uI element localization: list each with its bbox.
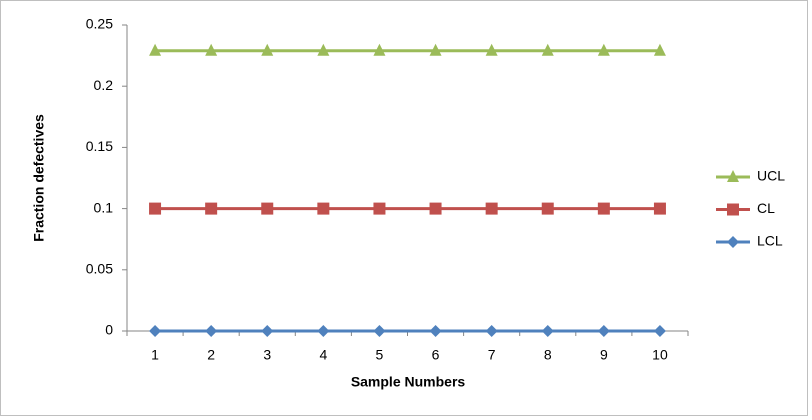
marker — [485, 43, 498, 56]
marker — [653, 43, 666, 56]
marker — [373, 43, 386, 56]
y-tick-label: 0.05 — [86, 261, 113, 277]
y-axis-title: Fraction defectives — [31, 114, 47, 242]
legend-label: CL — [757, 200, 775, 216]
x-tick-label: 8 — [544, 347, 552, 363]
marker — [727, 203, 739, 216]
marker — [727, 170, 739, 182]
x-axis-title: Sample Numbers — [351, 374, 466, 390]
y-tick-label: 0.25 — [86, 16, 113, 32]
marker — [373, 202, 386, 215]
marker — [149, 43, 162, 56]
marker — [653, 202, 666, 215]
marker — [149, 325, 162, 337]
marker — [429, 202, 442, 215]
marker — [597, 325, 610, 337]
marker — [317, 43, 330, 56]
x-tick-label: 5 — [376, 347, 384, 363]
x-tick-label: 10 — [652, 347, 668, 363]
x-tick-label: 1 — [151, 347, 159, 363]
y-tick-label: 0.2 — [94, 77, 114, 93]
x-tick-label: 7 — [488, 347, 496, 363]
marker — [429, 325, 442, 337]
marker — [149, 202, 162, 215]
marker — [261, 325, 274, 337]
y-tick-label: 0.1 — [94, 199, 114, 215]
legend-label: LCL — [757, 233, 783, 249]
marker — [261, 202, 274, 215]
marker — [653, 325, 666, 337]
x-tick-label: 2 — [207, 347, 215, 363]
x-tick-label: 4 — [319, 347, 327, 363]
y-tick-label: 0.15 — [86, 138, 113, 154]
marker — [429, 43, 442, 56]
y-tick-label: 0 — [105, 322, 113, 338]
x-tick-label: 3 — [263, 347, 271, 363]
marker — [205, 202, 218, 215]
marker — [205, 43, 218, 56]
x-tick-label: 9 — [600, 347, 608, 363]
marker — [541, 202, 554, 215]
marker — [597, 43, 610, 56]
marker — [261, 43, 274, 56]
marker — [485, 202, 498, 215]
marker — [373, 325, 386, 337]
legend-label: UCL — [757, 168, 785, 184]
x-tick-label: 6 — [432, 347, 440, 363]
marker — [727, 236, 739, 248]
marker — [485, 325, 498, 337]
marker — [541, 325, 554, 337]
marker — [205, 325, 218, 337]
marker — [317, 202, 330, 215]
marker — [597, 202, 610, 215]
marker — [317, 325, 330, 337]
marker — [541, 43, 554, 56]
